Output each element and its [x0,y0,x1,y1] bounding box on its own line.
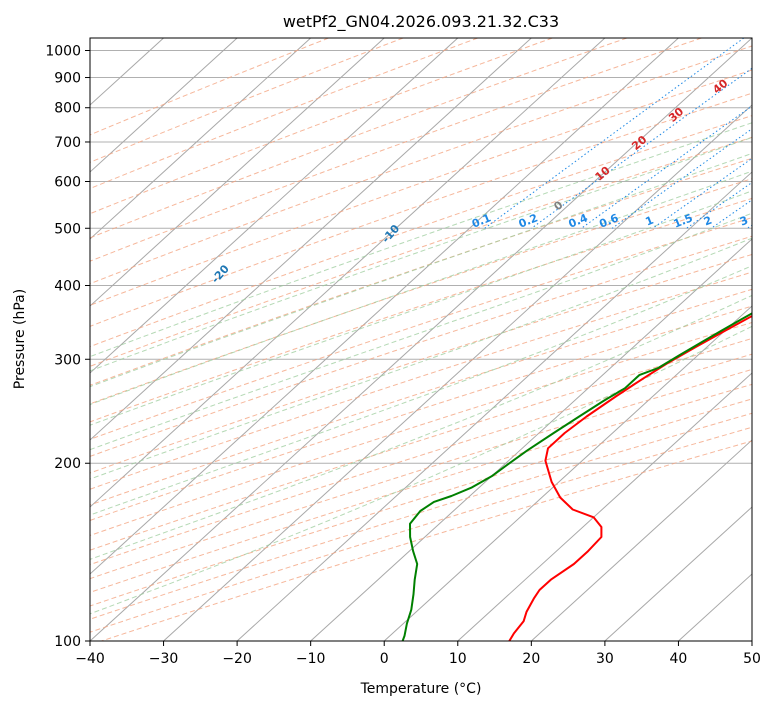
y-tick-label: 1000 [45,44,81,60]
y-tick-label: 600 [54,175,81,191]
x-tick-label: −10 [296,651,326,667]
x-tick-label: −30 [149,651,179,667]
x-tick-label: 0 [380,651,389,667]
y-tick-label: 500 [54,221,81,237]
x-tick-label: −40 [75,651,105,667]
y-tick-label: 900 [54,71,81,87]
y-tick-label: 800 [54,101,81,117]
x-tick-label: 20 [522,651,540,667]
y-tick-label: 700 [54,135,81,151]
y-tick-label: 200 [54,456,81,472]
x-tick-label: 50 [743,651,761,667]
x-axis-label: Temperature (°C) [360,681,482,697]
x-tick-label: 30 [596,651,614,667]
y-tick-label: 100 [54,634,81,650]
y-tick-label: 300 [54,352,81,368]
x-tick-label: 40 [670,651,688,667]
x-tick-label: −20 [222,651,252,667]
y-axis-label: Pressure (hPa) [12,289,28,389]
y-tick-label: 400 [54,278,81,294]
x-tick-label: 10 [449,651,467,667]
chart-title: wetPf2_GN04.2026.093.21.32.C33 [283,12,559,32]
